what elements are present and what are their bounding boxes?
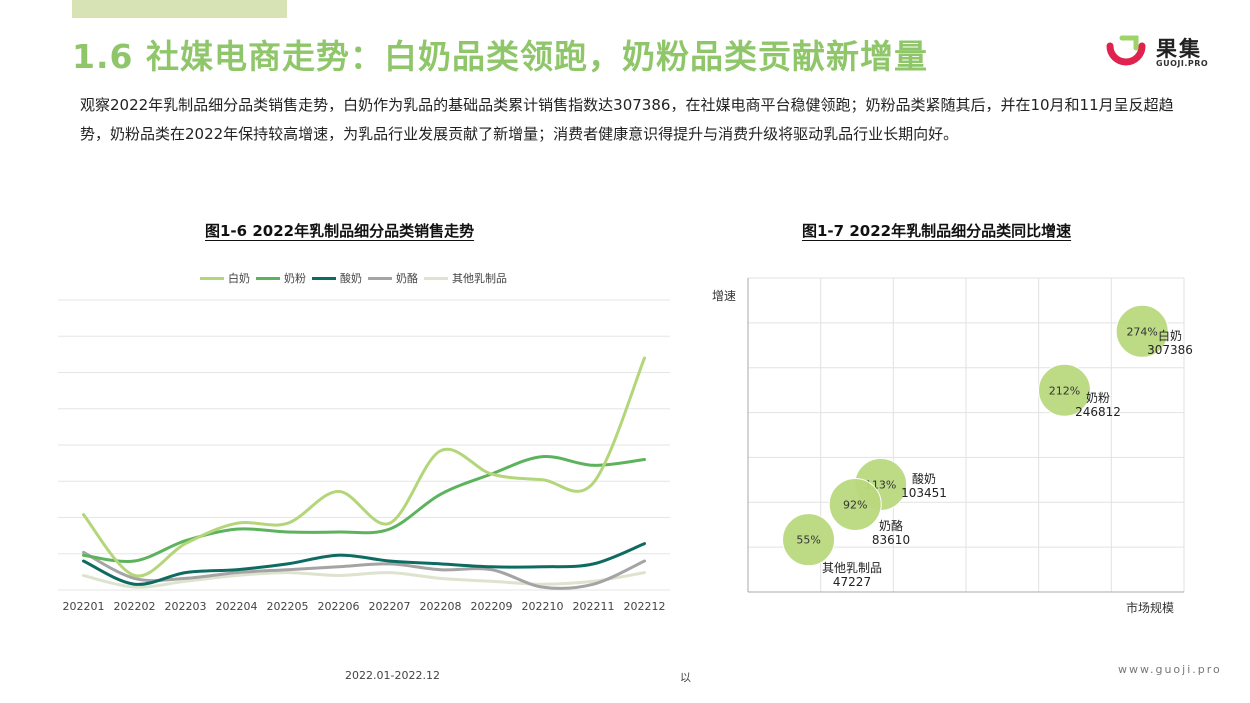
series-line-0	[82, 356, 646, 578]
bubble-name-label: 奶粉	[1086, 391, 1110, 405]
bubble-chart: 274%212%113%92%55%白奶307386奶粉246812酸奶1034…	[712, 277, 1193, 615]
x-tick-label: 202210	[522, 600, 564, 613]
x-tick-label: 202202	[114, 600, 156, 613]
legend-item: 其他乳制品	[424, 270, 507, 286]
legend-label: 其他乳制品	[452, 272, 507, 285]
legend-label: 白奶	[228, 272, 250, 285]
x-tick-label: 202204	[216, 600, 258, 613]
footer-source-period: 2022.01-2022.12	[345, 669, 440, 682]
x-tick-label: 202201	[63, 600, 105, 613]
bubble-name-label: 酸奶	[912, 471, 936, 486]
bubble-y-axis-label: 增速	[712, 289, 736, 303]
bubble-1	[1038, 363, 1092, 417]
bubble-x-axis-label: 市场规模	[1126, 600, 1174, 615]
x-tick-label: 202209	[471, 600, 513, 613]
legend-item: 酸奶	[312, 270, 362, 286]
top-accent-bar	[72, 0, 287, 18]
legend-item: 奶粉	[256, 270, 306, 286]
logo-text: 果集	[1156, 37, 1202, 61]
line-chart: 202201 202202 202203 202204 202205 202206 2022…	[58, 299, 670, 613]
bubble-name-label: 白奶	[1158, 328, 1182, 343]
x-tick-label: 202203	[165, 600, 207, 613]
bubble-chart-title: 图1-7 2022年乳制品细分品类同比增速	[802, 222, 1072, 240]
logo-subtext: GUOJI.PRO	[1156, 59, 1209, 68]
bubble-growth-label: 92%	[843, 498, 867, 511]
bubble-growth-label: 274%	[1126, 325, 1157, 338]
footer-note: 以	[680, 671, 691, 684]
bubble-value-label: 83610	[872, 533, 910, 547]
legend-swatch	[200, 276, 224, 280]
legend-label: 奶粉	[284, 272, 306, 285]
x-tick-label: 202212	[624, 600, 666, 613]
brand-logo: 果集 GUOJI.PRO	[1106, 32, 1236, 72]
bubble-3	[828, 477, 882, 531]
series-line-2	[82, 542, 646, 586]
bubble-growth-label: 212%	[1049, 384, 1080, 397]
bubble-value-label: 103451	[901, 486, 947, 500]
page-title: 1.6 社媒电商走势：白奶品类领跑，奶粉品类贡献新增量	[72, 37, 928, 76]
bubble-value-label: 47227	[833, 575, 871, 589]
series-line-1	[82, 455, 646, 563]
logo-mark-icon	[1106, 35, 1146, 66]
series-line-4	[82, 571, 646, 589]
bubble-growth-label: 55%	[796, 534, 820, 547]
bubble-name-label: 奶酪	[879, 518, 903, 533]
legend-swatch	[256, 276, 280, 280]
bubble-name-label: 其他乳制品	[822, 561, 882, 575]
x-tick-label: 202208	[420, 600, 462, 613]
x-tick-label: 202206	[318, 600, 360, 613]
bubble-value-label: 307386	[1147, 343, 1193, 357]
description-paragraph: 观察2022年乳制品细分品类销售走势，白奶作为乳品的基础品类累计销售指数达307…	[80, 96, 1174, 143]
bubble-4	[782, 513, 836, 567]
bubble-0	[1115, 304, 1169, 358]
legend-label: 奶酪	[396, 272, 418, 285]
legend-swatch	[368, 276, 392, 280]
legend-swatch	[312, 276, 336, 280]
footer-url: www.guoji.pro	[1118, 663, 1222, 676]
x-tick-label: 202211	[573, 600, 615, 613]
legend-label: 酸奶	[340, 272, 362, 285]
legend-item: 奶酪	[368, 270, 418, 286]
x-tick-label: 202207	[369, 600, 411, 613]
line-chart-legend: 白奶 奶粉 酸奶 奶酪 其他乳制品	[200, 270, 507, 286]
legend-swatch	[424, 276, 448, 280]
series-line-3	[82, 550, 646, 590]
legend-item: 白奶	[200, 270, 250, 286]
bubble-value-label: 246812	[1075, 405, 1121, 419]
x-tick-label: 202205	[267, 600, 309, 613]
line-chart-title: 图1-6 2022年乳制品细分品类销售走势	[205, 222, 475, 240]
